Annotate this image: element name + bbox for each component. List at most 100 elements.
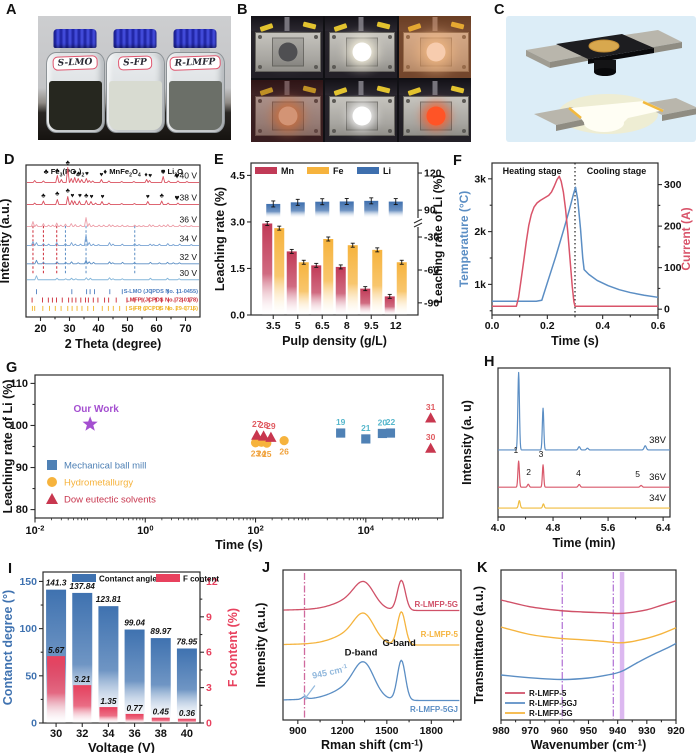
svg-text:123.81: 123.81 (96, 594, 122, 604)
svg-text:12: 12 (206, 576, 218, 588)
sample-bottle: R-LMFP (166, 29, 225, 133)
svg-text:Hydrometallurgy: Hydrometallurgy (64, 478, 133, 489)
svg-text:102: 102 (247, 524, 263, 538)
chromatogram-plot: 4.0 4.8 5.6 6.4 Time (min) Intensity (a. u) 38… (460, 367, 671, 550)
svg-text:♥: ♥ (146, 194, 150, 201)
svg-text:Dow eutectic solvents: Dow eutectic solvents (64, 495, 156, 506)
svg-text:Intensity (a. u): Intensity (a. u) (460, 400, 474, 485)
panel-a-label: A (6, 2, 17, 18)
bottle-body (166, 52, 225, 133)
svg-text:78.95: 78.95 (177, 636, 198, 646)
metal-plate (255, 95, 321, 136)
svg-text:20: 20 (378, 417, 388, 427)
svg-text:32 V: 32 V (180, 252, 198, 262)
bottle-label: R-LMFP (168, 54, 221, 71)
svg-text:0: 0 (31, 718, 37, 730)
svg-text:110: 110 (10, 378, 28, 390)
svg-text:Pulp density (g/L): Pulp density (g/L) (282, 334, 387, 348)
svg-text:1800: 1800 (420, 725, 444, 737)
svg-text:Contanct degree (°): Contanct degree (°) (1, 590, 15, 705)
svg-text:980: 980 (492, 725, 510, 737)
svg-text:♣: ♣ (66, 188, 71, 195)
svg-text:♦: ♦ (144, 171, 148, 178)
svg-text:30: 30 (63, 323, 75, 335)
metal-plate (329, 95, 395, 136)
svg-text:1k: 1k (474, 279, 486, 291)
svg-text:♥: ♥ (78, 193, 82, 200)
svg-text:0.2: 0.2 (540, 320, 555, 332)
svg-text:34V: 34V (649, 493, 667, 504)
svg-text:30: 30 (50, 728, 62, 740)
svg-text:34 V: 34 V (180, 234, 198, 244)
svg-text:0.4: 0.4 (595, 320, 610, 332)
panel-f-temperature-current-chart: 0.0 0.2 0.4 0.6 1k 2k 3k 0 100 200 300 Heating stag… (457, 162, 693, 348)
svg-text:LMFP (JCPDS No. 72-0178): LMFP (JCPDS No. 72-0178) (126, 298, 198, 304)
svg-text:♥: ♥ (85, 170, 89, 177)
electrode-bolt (358, 17, 364, 32)
svg-text:♣: ♣ (161, 168, 166, 175)
panel-e-label: E (214, 152, 224, 168)
svg-text:♣: ♣ (84, 193, 89, 200)
svg-text:4.5: 4.5 (230, 170, 245, 182)
svg-text:0.45: 0.45 (153, 707, 170, 717)
sample-window (426, 42, 446, 62)
svg-text:Voltage (V): Voltage (V) (88, 740, 155, 753)
svg-text:1.35: 1.35 (100, 696, 117, 706)
flash-chamber-photo (251, 80, 323, 142)
svg-text:6.4: 6.4 (656, 522, 671, 534)
panel-b-flash-heating-photos (251, 16, 471, 142)
svg-text:104: 104 (358, 524, 375, 538)
svg-text:-30: -30 (424, 232, 439, 244)
svg-text:28: 28 (259, 420, 269, 430)
bottle-cap (53, 29, 96, 48)
svg-text:5.67: 5.67 (48, 645, 65, 655)
svg-text:0.6: 0.6 (651, 320, 666, 332)
svg-text:Wavenumber (cm-1): Wavenumber (cm-1) (531, 738, 646, 753)
svg-text:3.5: 3.5 (266, 320, 281, 332)
svg-text:Contanct angle: Contanct angle (99, 575, 157, 584)
svg-text:150: 150 (19, 576, 37, 588)
flash-chamber-photo (399, 80, 471, 142)
svg-text:Intensity (a.u.): Intensity (a.u.) (254, 603, 268, 688)
svg-text:Time (min): Time (min) (553, 536, 616, 550)
svg-text:970: 970 (521, 725, 539, 737)
svg-text:950: 950 (580, 725, 598, 737)
flash-chamber-photo (325, 80, 397, 142)
svg-text:100: 100 (664, 262, 682, 274)
svg-text:Current (A): Current (A) (679, 207, 693, 270)
svg-text:89.97: 89.97 (150, 626, 171, 636)
sample-window (278, 42, 298, 62)
svg-text:♣: ♣ (55, 167, 60, 174)
svg-text:♥: ♥ (101, 194, 105, 201)
svg-text:Leaching rate (%): Leaching rate (%) (213, 187, 227, 291)
electrode-bolt (432, 81, 438, 96)
temp-current-plot: 0.0 0.2 0.4 0.6 1k 2k 3k 0 100 200 300 Heating stag… (457, 162, 693, 348)
svg-text:30 V: 30 V (180, 268, 198, 278)
svg-text:1200: 1200 (331, 725, 355, 737)
panel-h-label: H (484, 354, 495, 370)
bottle-collar (59, 48, 90, 53)
powder-sample (109, 81, 162, 130)
panel-d-label: D (4, 152, 15, 168)
svg-text:27: 27 (252, 419, 262, 429)
svg-text:Transmittance (a.u.): Transmittance (a.u.) (472, 586, 486, 704)
metal-plate (403, 95, 469, 136)
svg-text:29: 29 (266, 421, 276, 431)
bottle-collar (119, 48, 150, 53)
flash-chamber-photo (251, 16, 323, 78)
svg-text:120: 120 (424, 168, 442, 180)
svg-text:26: 26 (279, 447, 289, 457)
svg-text:9.5: 9.5 (364, 320, 379, 332)
panel-g-comparison-scatter-chart: 10-2 100 102 104 80 90 100 110 Time (s) Leaching … (1, 374, 444, 552)
svg-text:9: 9 (206, 611, 212, 623)
sample-bottle: S-FP (106, 29, 165, 133)
panel-k-ftir-chart: 980 970 960 950 940 930 920 Wavenumber (cm-1) Tr… (472, 569, 685, 753)
svg-text:4.0: 4.0 (491, 522, 506, 534)
panel-h-chromatogram-chart: 4.0 4.8 5.6 6.4 Time (min) Intensity (a. u) 38… (460, 367, 671, 550)
svg-text:200: 200 (664, 221, 682, 233)
svg-text:3.21: 3.21 (74, 674, 91, 684)
powder-sample (49, 81, 102, 130)
panel-i-label: I (8, 561, 13, 577)
svg-text:Mechanical ball mill: Mechanical ball mill (64, 461, 146, 472)
